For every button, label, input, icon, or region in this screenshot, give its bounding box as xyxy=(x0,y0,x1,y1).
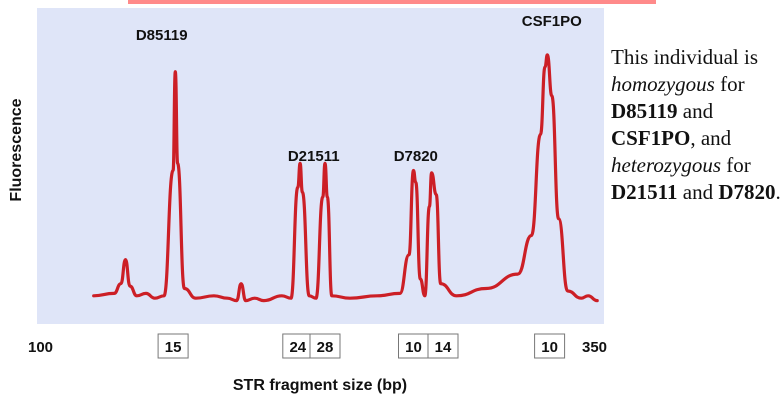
caption-text: and xyxy=(677,180,719,204)
x-tick-label: 24 xyxy=(289,339,306,356)
x-tick-frame xyxy=(309,333,341,359)
x-tick-box: 15 xyxy=(157,333,189,359)
x-tick-100: 100 xyxy=(28,339,53,356)
caption-text: and xyxy=(677,99,714,123)
x-tick-350: 350 xyxy=(582,339,607,356)
x-tick-box: 28 xyxy=(309,333,341,359)
y-axis-title: Fluorescence xyxy=(8,98,25,201)
caption-locus: D85119 xyxy=(611,99,678,123)
x-tick-frame xyxy=(534,333,566,359)
x-tick-box: 24 xyxy=(282,333,314,359)
x-tick-frame xyxy=(282,333,314,359)
series-layer xyxy=(92,53,599,303)
plot-area xyxy=(37,8,604,324)
fluorescence-trace xyxy=(92,53,599,303)
x-tick-frame xyxy=(157,333,189,359)
x-tick-labels: 15 24 28 10 14 10 xyxy=(157,333,566,359)
peak-label: D21511 xyxy=(288,148,340,165)
caption-text: This individual is xyxy=(611,45,758,69)
peak-label: CSF1PO xyxy=(522,13,582,30)
caption-text: . xyxy=(775,180,781,204)
x-tick-label: 10 xyxy=(541,339,558,356)
caption-locus: D7820 xyxy=(718,180,776,204)
caption: This individual is homozygous for D85119… xyxy=(611,44,781,206)
x-tick-label: 28 xyxy=(317,339,334,356)
x-tick-box: 10 xyxy=(534,333,566,359)
peak-label: D7820 xyxy=(394,148,438,165)
x-axis-title: STR fragment size (bp) xyxy=(233,377,407,394)
x-tick-box: 10 xyxy=(398,333,429,359)
caption-locus: CSF1PO xyxy=(611,126,691,150)
caption-text: for xyxy=(721,153,751,177)
x-tick-label: 15 xyxy=(165,339,182,356)
caption-text: for xyxy=(714,72,745,96)
caption-homozygous: homozygous xyxy=(611,72,715,96)
header-accent-bar xyxy=(128,0,656,4)
peak-labels: D85119 D21511 D7820 CSF1PO xyxy=(136,13,582,165)
x-tick-box: 14 xyxy=(427,333,459,359)
x-tick-frame xyxy=(427,333,459,359)
caption-text: , and xyxy=(690,126,732,150)
peak-label: D85119 xyxy=(136,27,188,44)
x-tick-label: 14 xyxy=(435,339,452,356)
caption-locus: D21511 xyxy=(611,180,678,204)
x-tick-label: 10 xyxy=(405,339,422,356)
caption-heterozygous: heterozygous xyxy=(611,153,722,177)
